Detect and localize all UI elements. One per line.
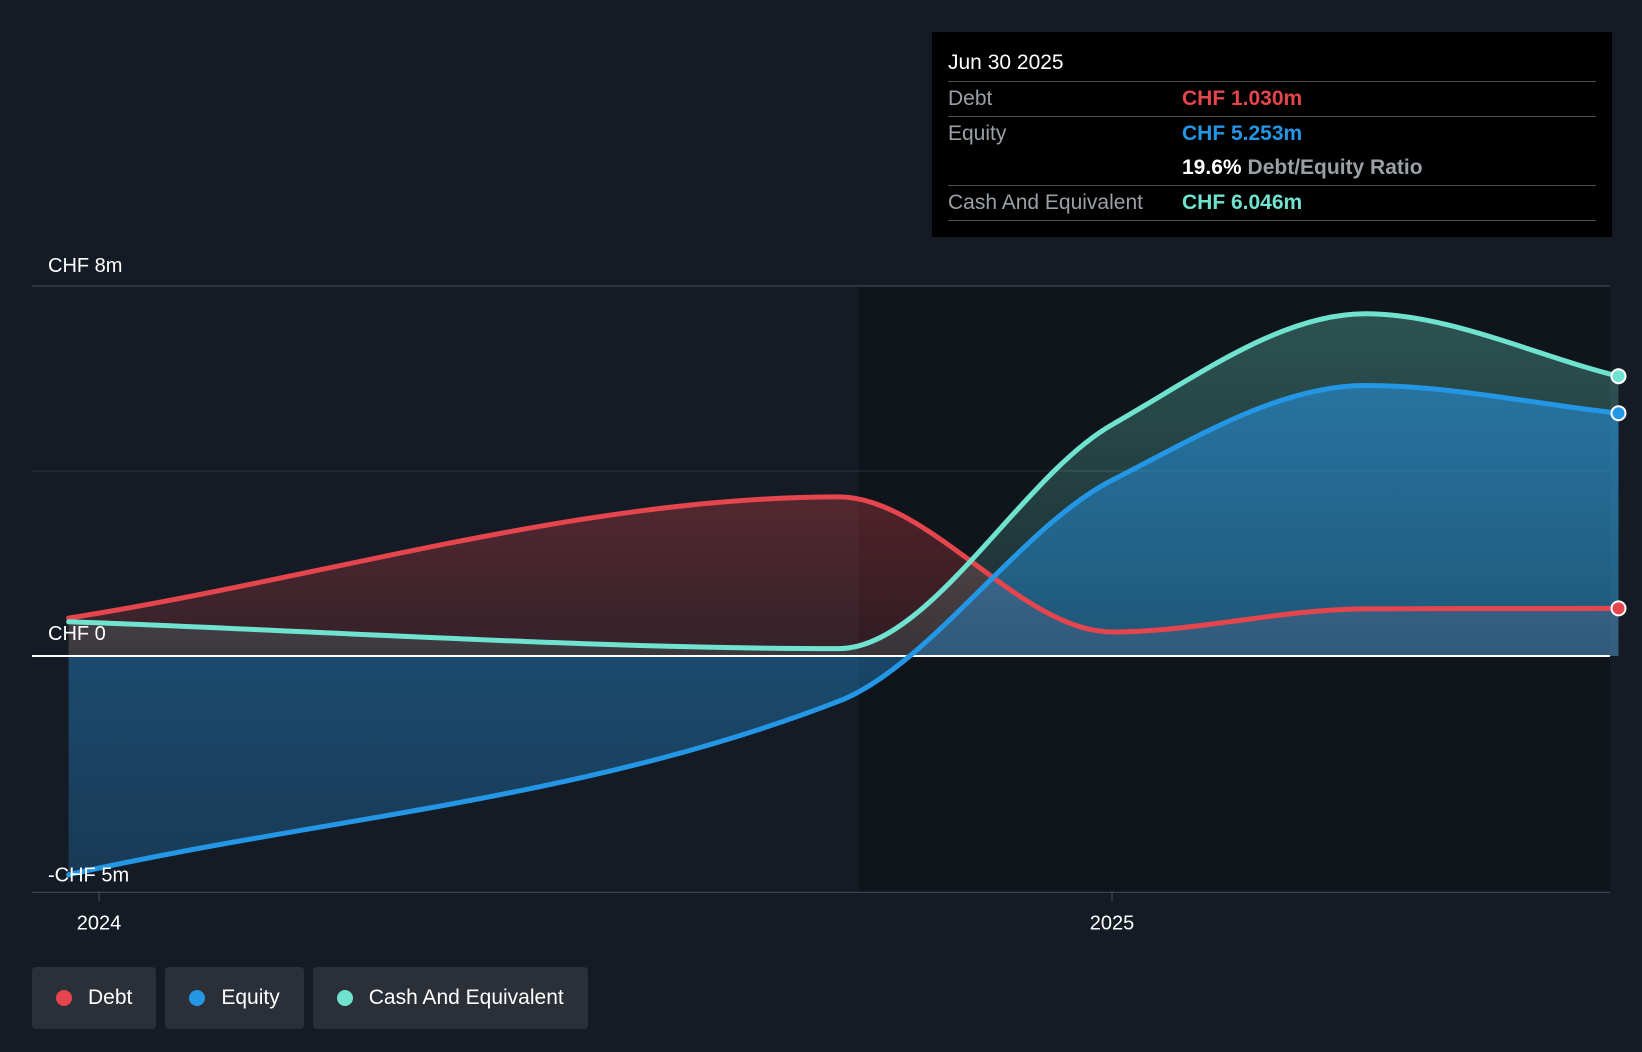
legend-label-debt: Debt — [88, 986, 133, 1009]
legend-label-equity: Equity — [221, 986, 280, 1009]
legend: Debt Equity Cash And Equivalent — [32, 967, 588, 1029]
legend-item-equity[interactable]: Equity — [165, 967, 304, 1029]
y-tick-label-0: CHF 0 — [48, 623, 106, 645]
debt-line — [66, 494, 1621, 635]
x-tick-marks — [98, 892, 1113, 902]
tooltip-ratio-spacer — [948, 151, 1182, 185]
tooltip-debt-label: Debt — [948, 87, 993, 110]
y-tick-label-minus-5m: -CHF 5m — [48, 864, 129, 886]
end-markers — [1610, 368, 1627, 617]
legend-label-cash: Cash And Equivalent — [368, 986, 564, 1009]
cash-end-marker — [1610, 368, 1627, 385]
y-tick-label-8m: CHF 8m — [48, 255, 122, 277]
legend-item-cash[interactable]: Cash And Equivalent — [312, 967, 588, 1029]
tooltip-cash-row: Cash And Equivalent CHF 6.046m — [948, 186, 1596, 221]
equity-area — [68, 385, 1619, 875]
debt-area — [68, 496, 1619, 656]
equity-end-marker — [1610, 405, 1627, 422]
cash-dot-icon — [336, 990, 353, 1006]
legend-item-debt[interactable]: Debt — [32, 967, 157, 1029]
tooltip-debt-value: CHF 1.030m — [1182, 87, 1303, 110]
tooltip-equity-row: Equity CHF 5.253m — [948, 117, 1596, 151]
debt-dot-icon — [56, 990, 72, 1006]
equity-dot-icon — [189, 990, 206, 1006]
equity-line — [66, 382, 1621, 878]
tooltip-equity-value: CHF 5.253m — [1182, 122, 1303, 145]
tooltip: Jun 30 2025 Debt CHF 1.030m Equity CHF 5… — [932, 32, 1612, 237]
debt-end-marker — [1610, 600, 1627, 617]
cash-line — [66, 311, 1621, 652]
tooltip-cash-value: CHF 6.046m — [1182, 191, 1303, 214]
x-tick-label-2024: 2024 — [77, 912, 122, 934]
tooltip-equity-label: Equity — [948, 122, 1007, 145]
tooltip-ratio-row: 19.6% Debt/Equity Ratio — [948, 151, 1596, 186]
x-tick-label-2025: 2025 — [1090, 912, 1135, 934]
tooltip-cash-label: Cash And Equivalent — [948, 191, 1143, 214]
tooltip-ratio-label: Debt/Equity Ratio — [1247, 156, 1423, 179]
tooltip-ratio-value: 19.6% — [1182, 156, 1242, 179]
tooltip-date: Jun 30 2025 — [948, 45, 1596, 82]
tooltip-debt-row: Debt CHF 1.030m — [948, 82, 1596, 117]
